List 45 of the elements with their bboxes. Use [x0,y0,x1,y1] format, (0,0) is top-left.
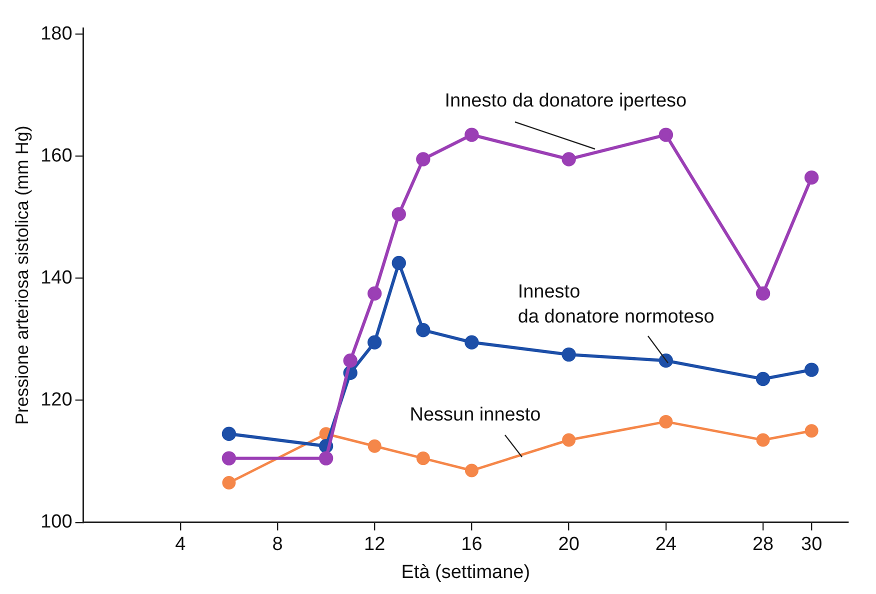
point [368,335,382,350]
y-tick-label: 120 [40,390,72,411]
point [659,414,673,428]
x-tick-label: 20 [558,534,580,556]
point [464,464,478,478]
point [804,424,818,438]
y-tick-label: 100 [40,512,72,533]
point [562,347,576,362]
point [756,433,770,447]
point [756,372,770,386]
point [658,128,674,142]
x-tick-label: 4 [175,534,186,556]
point [562,433,576,447]
series-label: Nessun innesto [410,404,541,426]
point [222,451,236,466]
point [222,476,236,490]
point [392,207,406,222]
x-tick-label: 24 [655,534,677,556]
y-axis-title: Pressione arteriosa sistolica (mm Hg) [12,126,32,425]
point [416,452,430,466]
point [562,152,576,166]
point [804,170,819,185]
y-tick-label: 180 [40,23,72,44]
point [464,335,479,350]
x-tick-label: 30 [801,534,822,556]
point [368,286,382,301]
point [756,286,770,301]
point [416,323,430,338]
series-label: Innesto da donatore normoteso [518,281,714,328]
y-tick-label: 140 [40,267,72,288]
point [222,426,236,441]
point [464,128,479,142]
point [416,152,430,166]
point [343,354,358,368]
x-tick-label: 16 [461,534,482,556]
x-tick-label: 8 [272,534,283,556]
point [368,439,382,453]
point [318,451,334,466]
x-tick-label: 28 [752,534,774,556]
point [392,256,406,270]
x-tick-label: 12 [364,534,386,556]
y-tick-label: 160 [40,145,72,166]
point [804,362,819,377]
x-axis-title: Età (settimane) [401,562,530,583]
series-label: Innesto da donatore iperteso [444,90,687,112]
